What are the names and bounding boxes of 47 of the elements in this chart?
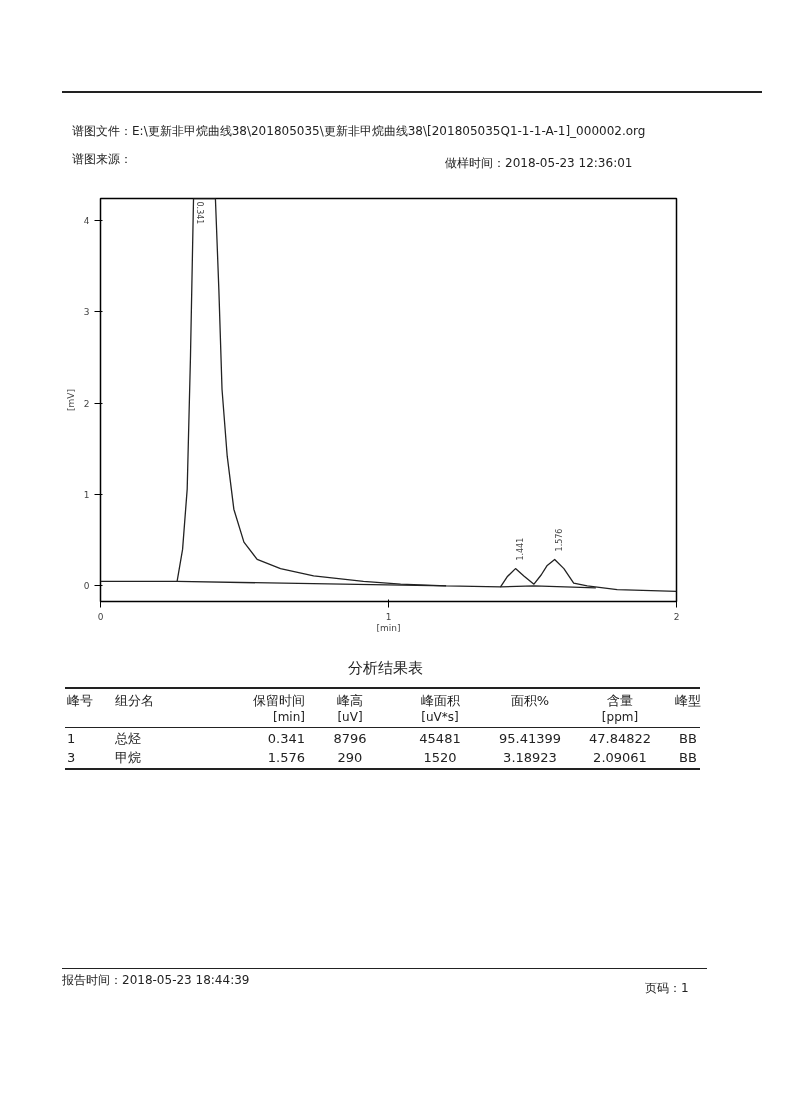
text: 报告时间：2018-05-23 18:44:39 (62, 972, 250, 989)
text: [uV*s] (420, 709, 460, 726)
text: 分析结果表 (346, 658, 424, 679)
text: 1.576 (266, 749, 305, 767)
text: 总烃 (115, 730, 142, 748)
text: 页码：1 (645, 980, 689, 997)
text: 1520 (422, 749, 458, 767)
text: 3.18923 (502, 749, 558, 767)
text: 峰高 (336, 692, 364, 710)
annotation: 1.441 (516, 537, 526, 561)
x-tick-label: 2 (673, 611, 680, 622)
text: [uV] (336, 709, 364, 726)
text: 面积% (509, 692, 551, 710)
text: 谱图文件：E:\更新非甲烷曲线38\201805035\更新非甲烷曲线38\[201805035Q1-1-1-A-1]_000002.org (72, 123, 646, 140)
text: 3 (67, 749, 77, 767)
annotation: 1.576 (554, 528, 564, 552)
x-axis-title: [min] (376, 622, 401, 633)
text: [ppm] (600, 709, 640, 726)
text: 0.341 (266, 730, 305, 748)
text: 谱图来源： (72, 151, 132, 168)
text: 保留时间 (252, 692, 305, 710)
text: 甲烷 (115, 749, 142, 767)
text: 峰号 (67, 692, 94, 710)
text: 峰型 (674, 692, 702, 710)
text: [min] (272, 709, 305, 726)
text: 1 (67, 730, 77, 748)
text: 含量 (606, 692, 634, 710)
y-tick-label: 2 (83, 398, 90, 409)
text: 2.09061 (592, 749, 648, 767)
text: 8796 (332, 730, 368, 748)
text: BB (678, 749, 698, 767)
text: 峰面积 (419, 692, 461, 710)
text: 45481 (418, 730, 462, 748)
text: 47.84822 (588, 730, 652, 748)
text: 做样时间：2018-05-23 12:36:01 (445, 155, 633, 172)
y-tick-label: 0 (83, 581, 90, 592)
text: BB (678, 730, 698, 748)
x-tick-label: 0 (97, 611, 104, 622)
text: 290 (336, 749, 364, 767)
y-tick-label: 4 (83, 215, 90, 226)
y-axis-title: [mV] (65, 389, 76, 411)
text: 95.41399 (498, 730, 562, 748)
text: 组分名 (115, 692, 155, 710)
y-tick-label: 3 (83, 307, 90, 318)
x-tick-label: 1 (385, 611, 392, 622)
y-tick-label: 1 (83, 490, 90, 501)
annotation: 0.341 (194, 201, 204, 225)
